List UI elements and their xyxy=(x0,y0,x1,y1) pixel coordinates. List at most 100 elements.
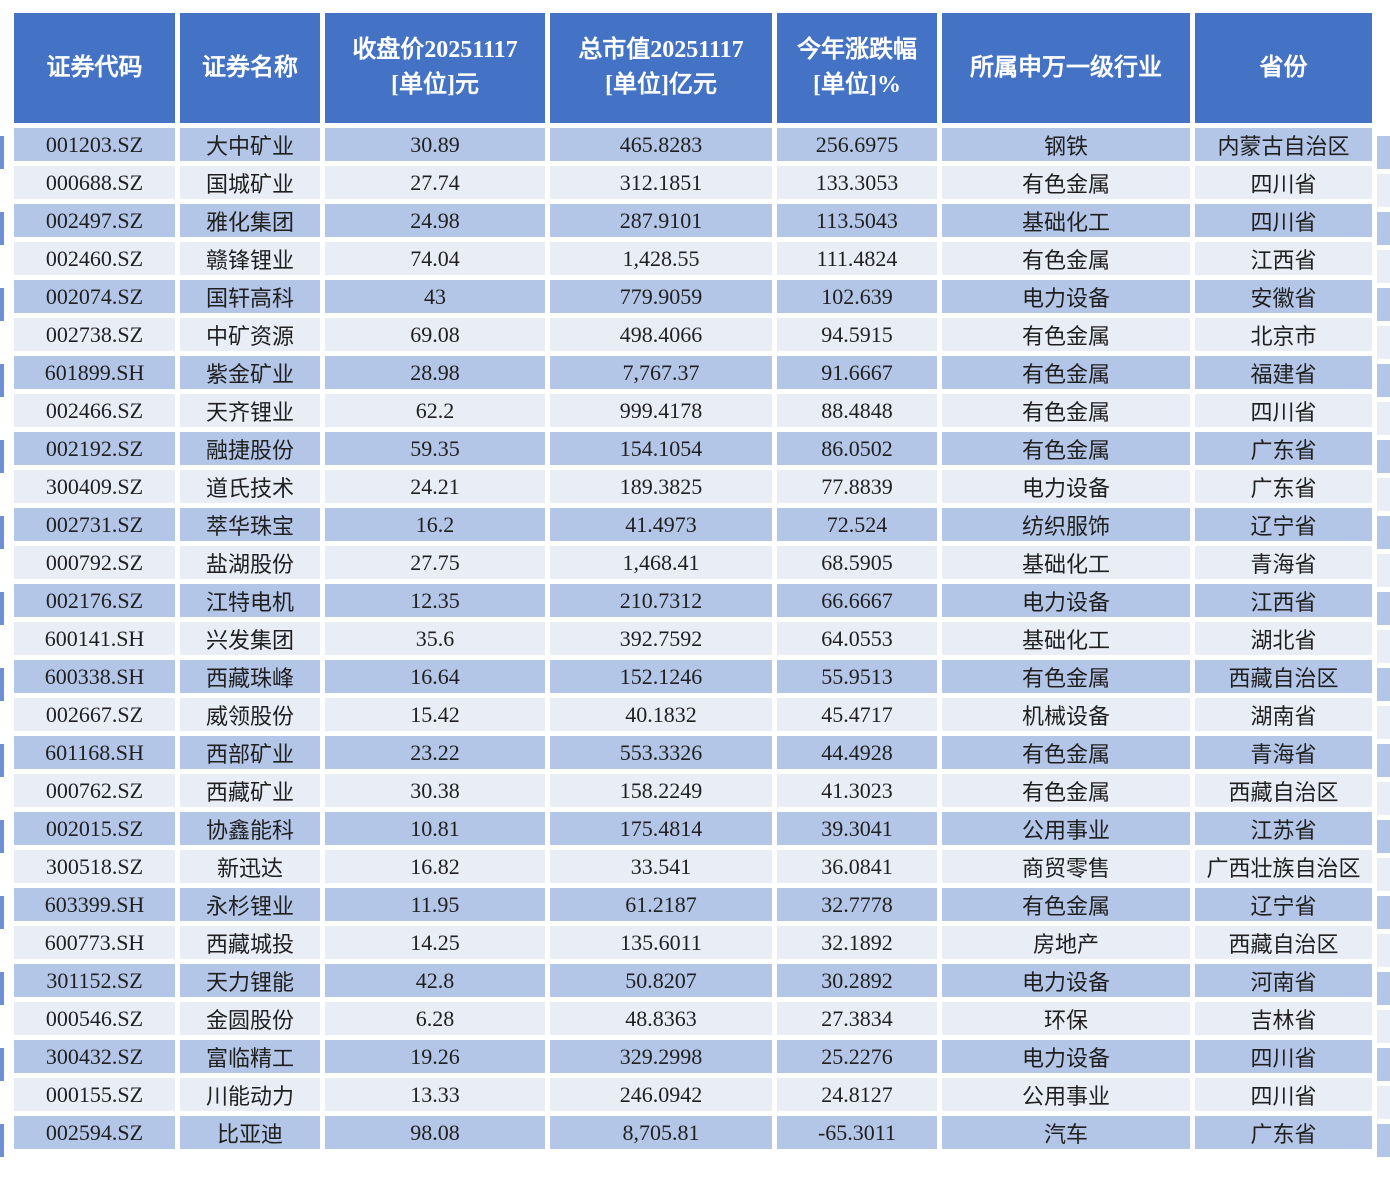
table-cell: 15.42 xyxy=(325,698,545,731)
edge-stripe-segment xyxy=(0,668,4,701)
table-row: 000155.SZ 川能动力 13.33 246.0942 24.8127 公用事业 四川省 xyxy=(14,1078,1372,1111)
table-cell: 1,428.55 xyxy=(550,242,772,275)
table-row: 002015.SZ 协鑫能科 10.81 175.4814 39.3041 公用事业 江苏省 xyxy=(14,812,1372,845)
table-cell: 41.3023 xyxy=(777,774,937,807)
edge-stripe-segment xyxy=(0,326,4,359)
table-row: 000688.SZ 国城矿业 27.74 312.1851 133.3053 有色金属 四川… xyxy=(14,166,1372,199)
table-cell: 23.22 xyxy=(325,736,545,769)
edge-stripe-segment xyxy=(0,1048,4,1081)
table-cell: 152.1246 xyxy=(550,660,772,693)
header-row: 证券代码 证券名称 收盘价20251117 [单位]元 总市值20251117 … xyxy=(14,13,1372,123)
table-cell: 77.8839 xyxy=(777,470,937,503)
table-cell: 392.7592 xyxy=(550,622,772,655)
table-cell: 西部矿业 xyxy=(180,736,320,769)
table-cell: 779.9059 xyxy=(550,280,772,313)
table-cell: 66.6667 xyxy=(777,584,937,617)
edge-stripe-segment xyxy=(1377,250,1390,283)
table-cell: 有色金属 xyxy=(942,888,1190,921)
table-cell: 有色金属 xyxy=(942,242,1190,275)
table-cell: 电力设备 xyxy=(942,964,1190,997)
table-cell: 74.04 xyxy=(325,242,545,275)
edge-stripe-segment xyxy=(0,782,4,815)
table-row: 300409.SZ 道氏技术 24.21 189.3825 77.8839 电力设备 广东省 xyxy=(14,470,1372,503)
table-cell: 69.08 xyxy=(325,318,545,351)
table-cell: 广东省 xyxy=(1195,432,1372,465)
table-cell: 002176.SZ xyxy=(14,584,175,617)
table-cell: 86.0502 xyxy=(777,432,937,465)
column-header-industry: 所属申万一级行业 xyxy=(942,13,1190,123)
table-cell: 青海省 xyxy=(1195,546,1372,579)
table-row: 000546.SZ 金圆股份 6.28 48.8363 27.3834 环保 吉林省 xyxy=(14,1002,1372,1035)
table-cell: 603399.SH xyxy=(14,888,175,921)
table-cell: 有色金属 xyxy=(942,660,1190,693)
table-cell: 210.7312 xyxy=(550,584,772,617)
stock-table-page: 证券代码 证券名称 收盘价20251117 [单位]元 总市值20251117 … xyxy=(0,8,1390,1178)
table-cell: 国轩高科 xyxy=(180,280,320,313)
table-cell: 002460.SZ xyxy=(14,242,175,275)
column-header-close: 收盘价20251117 [单位]元 xyxy=(325,13,545,123)
table-cell: 002192.SZ xyxy=(14,432,175,465)
table-cell: 房地产 xyxy=(942,926,1190,959)
table-cell: 133.3053 xyxy=(777,166,937,199)
table-cell: 有色金属 xyxy=(942,394,1190,427)
edge-stripe-segment xyxy=(0,934,4,967)
edge-stripe-segment xyxy=(0,250,4,283)
edge-stripe-segment xyxy=(1377,782,1390,815)
table-cell: 002731.SZ xyxy=(14,508,175,541)
table-cell: 113.5043 xyxy=(777,204,937,237)
edge-stripe-segment xyxy=(0,554,4,587)
edge-stripe-segment xyxy=(0,212,4,245)
table-cell: 福建省 xyxy=(1195,356,1372,389)
table-right-edge xyxy=(1377,136,1390,1162)
table-cell: 36.0841 xyxy=(777,850,937,883)
table-cell: 四川省 xyxy=(1195,394,1372,427)
table-cell: 公用事业 xyxy=(942,1078,1190,1111)
table-cell: 萃华珠宝 xyxy=(180,508,320,541)
table-cell: 300409.SZ xyxy=(14,470,175,503)
edge-stripe-segment xyxy=(0,174,4,207)
table-cell: 91.6667 xyxy=(777,356,937,389)
table-cell: 19.26 xyxy=(325,1040,545,1073)
table-row: 300432.SZ 富临精工 19.26 329.2998 25.2276 电力设备 四川省 xyxy=(14,1040,1372,1073)
table-cell: 27.75 xyxy=(325,546,545,579)
table-cell: 300432.SZ xyxy=(14,1040,175,1073)
table-cell: 11.95 xyxy=(325,888,545,921)
table-cell: 机械设备 xyxy=(942,698,1190,731)
table-cell: 27.74 xyxy=(325,166,545,199)
table-cell: 盐湖股份 xyxy=(180,546,320,579)
table-cell: 189.3825 xyxy=(550,470,772,503)
table-cell: 30.38 xyxy=(325,774,545,807)
table-row: 002460.SZ 赣锋锂业 74.04 1,428.55 111.4824 有色金属 江西… xyxy=(14,242,1372,275)
table-cell: 纺织服饰 xyxy=(942,508,1190,541)
table-row: 601899.SH 紫金矿业 28.98 7,767.37 91.6667 有色金属 福建省 xyxy=(14,356,1372,389)
table-cell: 601899.SH xyxy=(14,356,175,389)
table-cell: 汽车 xyxy=(942,1116,1190,1149)
table-cell: 553.3326 xyxy=(550,736,772,769)
table-cell: 72.524 xyxy=(777,508,937,541)
table-cell: 有色金属 xyxy=(942,774,1190,807)
table-cell: 98.08 xyxy=(325,1116,545,1149)
table-cell: 43 xyxy=(325,280,545,313)
edge-stripe-segment xyxy=(1377,1048,1390,1081)
table-body: 001203.SZ 大中矿业 30.89 465.8283 256.6975 钢铁 内蒙古自… xyxy=(14,128,1372,1149)
table-cell: 32.7778 xyxy=(777,888,937,921)
edge-stripe-segment xyxy=(0,288,4,321)
table-cell: 102.639 xyxy=(777,280,937,313)
table-cell: 安徽省 xyxy=(1195,280,1372,313)
table-cell: 江苏省 xyxy=(1195,812,1372,845)
table-left-edge xyxy=(0,136,4,1162)
table-cell: 27.3834 xyxy=(777,1002,937,1035)
table-cell: 辽宁省 xyxy=(1195,888,1372,921)
table-cell: 永杉锂业 xyxy=(180,888,320,921)
table-cell: 246.0942 xyxy=(550,1078,772,1111)
table-cell: 25.2276 xyxy=(777,1040,937,1073)
table-row: 002466.SZ 天齐锂业 62.2 999.4178 88.4848 有色金属 四川省 xyxy=(14,394,1372,427)
column-header-code: 证券代码 xyxy=(14,13,175,123)
table-cell: 329.2998 xyxy=(550,1040,772,1073)
table-cell: 西藏珠峰 xyxy=(180,660,320,693)
table-cell: 基础化工 xyxy=(942,622,1190,655)
table-cell: 158.2249 xyxy=(550,774,772,807)
table-cell: 基础化工 xyxy=(942,204,1190,237)
table-cell: 西藏自治区 xyxy=(1195,774,1372,807)
table-cell: 商贸零售 xyxy=(942,850,1190,883)
